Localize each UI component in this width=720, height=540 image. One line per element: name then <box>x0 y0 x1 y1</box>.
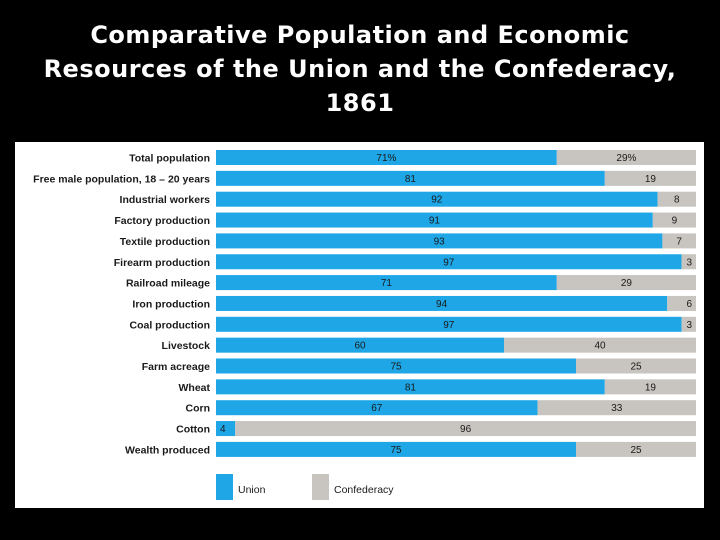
value-label-confederacy-railroad-mileage: 29 <box>621 278 633 289</box>
bar-union-firearm-production <box>216 254 682 270</box>
category-label-firearm-production: Firearm production <box>114 257 210 269</box>
value-label-confederacy-free-male-population-18-20-years: 19 <box>645 174 657 185</box>
legend-swatch-union <box>216 474 233 500</box>
value-label-union-iron-production: 94 <box>436 299 448 310</box>
bar-union-farm-acreage <box>216 358 576 374</box>
bar-union-railroad-mileage <box>216 275 557 291</box>
bar-confederacy-wealth-produced <box>576 441 696 457</box>
bar-confederacy-factory-production <box>652 212 696 228</box>
value-label-confederacy-farm-acreage: 25 <box>630 362 642 373</box>
value-label-union-corn: 67 <box>371 403 383 414</box>
value-label-confederacy-wheat: 19 <box>645 382 657 393</box>
bar-union-total-population <box>216 150 557 165</box>
bar-union-industrial-workers <box>216 191 658 207</box>
bar-union-factory-production <box>216 212 653 228</box>
bar-union-cotton <box>216 421 236 437</box>
bar-confederacy-textile-production <box>662 233 696 249</box>
category-label-factory-production: Factory production <box>114 215 210 227</box>
value-label-union-coal-production: 97 <box>443 320 455 331</box>
value-label-confederacy-wealth-produced: 25 <box>630 445 642 456</box>
bar-union-livestock <box>216 337 504 353</box>
value-label-union-livestock: 60 <box>354 341 366 352</box>
bar-union-corn <box>216 400 538 416</box>
bar-union-free-male-population-18-20-years <box>216 170 605 186</box>
value-label-union-total-population: 71% <box>376 153 396 164</box>
value-label-confederacy-livestock: 40 <box>594 341 606 352</box>
value-label-union-textile-production: 93 <box>434 236 446 247</box>
chart-title-line-1: Comparative Population and Economic <box>90 21 630 49</box>
category-label-livestock: Livestock <box>162 340 211 352</box>
bar-confederacy-total-population <box>556 150 696 165</box>
category-label-wealth-produced: Wealth produced <box>125 444 210 456</box>
category-label-corn: Corn <box>186 403 211 415</box>
category-label-free-male-population-18-20-years: Free male population, 18 – 20 years <box>33 173 210 185</box>
bar-confederacy-wheat <box>604 379 696 395</box>
bar-confederacy-corn <box>537 400 696 416</box>
bar-confederacy-iron-production <box>667 295 696 311</box>
bar-union-textile-production <box>216 233 663 249</box>
value-label-union-railroad-mileage: 71 <box>381 278 393 289</box>
bar-confederacy-free-male-population-18-20-years <box>604 170 696 186</box>
value-label-union-wealth-produced: 75 <box>390 445 402 456</box>
chart-panel: Total population 71% 29% Free male populati… <box>15 142 704 508</box>
bar-confederacy-industrial-workers <box>657 191 696 207</box>
value-label-confederacy-industrial-workers: 8 <box>674 195 680 206</box>
chart-title: Comparative Population and Economic Reso… <box>0 18 720 120</box>
value-label-union-industrial-workers: 92 <box>431 195 443 206</box>
value-label-union-factory-production: 91 <box>429 216 441 227</box>
category-label-textile-production: Textile production <box>120 236 210 248</box>
bar-confederacy-farm-acreage <box>576 358 696 374</box>
category-label-industrial-workers: Industrial workers <box>120 194 211 206</box>
value-label-union-firearm-production: 97 <box>443 257 455 268</box>
stacked-bar-chart: Total population 71% 29% Free male populati… <box>33 150 696 500</box>
bar-confederacy-livestock <box>504 337 696 353</box>
value-label-union-free-male-population-18-20-years: 81 <box>405 174 417 185</box>
value-label-confederacy-textile-production: 7 <box>676 236 682 247</box>
bar-union-wheat <box>216 379 605 395</box>
bar-confederacy-cotton <box>235 421 696 437</box>
value-label-confederacy-iron-production: 6 <box>686 299 692 310</box>
category-label-coal-production: Coal production <box>130 319 211 331</box>
legend-swatch-confederacy <box>312 474 329 500</box>
value-label-union-wheat: 81 <box>405 382 417 393</box>
bar-confederacy-firearm-production <box>681 254 696 270</box>
category-label-farm-acreage: Farm acreage <box>142 361 210 373</box>
value-label-confederacy-firearm-production: 3 <box>686 257 692 268</box>
bar-union-wealth-produced <box>216 441 576 457</box>
legend-label-union: Union <box>238 484 266 496</box>
category-label-total-population: Total population <box>129 153 210 165</box>
bar-union-coal-production <box>216 316 682 332</box>
category-label-cotton: Cotton <box>176 424 210 436</box>
bar-confederacy-railroad-mileage <box>556 275 696 291</box>
value-label-confederacy-cotton: 96 <box>460 424 472 435</box>
legend-label-confederacy: Confederacy <box>334 484 394 496</box>
value-label-confederacy-corn: 33 <box>611 403 623 414</box>
bar-confederacy-coal-production <box>681 316 696 332</box>
bar-union-iron-production <box>216 295 668 311</box>
value-label-confederacy-total-population: 29% <box>616 153 636 164</box>
value-label-confederacy-factory-production: 9 <box>672 216 678 227</box>
value-label-union-farm-acreage: 75 <box>390 362 402 373</box>
category-label-railroad-mileage: Railroad mileage <box>126 278 210 290</box>
category-label-wheat: Wheat <box>179 382 211 394</box>
value-label-union-cotton: 4 <box>220 424 226 435</box>
chart-title-line-3: 1861 <box>325 89 395 117</box>
chart-title-line-2: Resources of the Union and the Confedera… <box>43 55 677 83</box>
value-label-confederacy-coal-production: 3 <box>686 320 692 331</box>
category-label-iron-production: Iron production <box>132 298 210 310</box>
